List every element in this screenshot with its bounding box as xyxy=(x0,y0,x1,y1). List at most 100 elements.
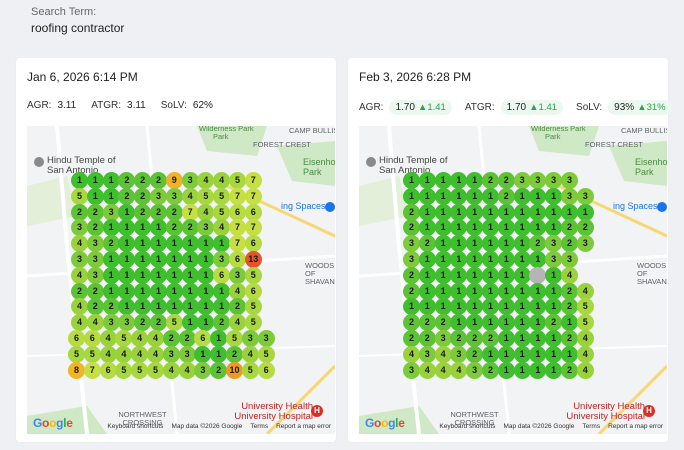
rank-dot[interactable]: 5 xyxy=(131,361,149,379)
rank-dot[interactable]: 1 xyxy=(150,219,167,237)
rank-dot[interactable]: 4 xyxy=(99,345,117,363)
rank-dot[interactable]: 1 xyxy=(213,282,231,300)
rank-dot[interactable]: 1 xyxy=(466,266,484,284)
rank-dot[interactable]: 2 xyxy=(150,203,167,221)
rank-dot[interactable]: 2 xyxy=(482,172,499,189)
rank-dot[interactable]: 2 xyxy=(134,203,152,221)
rank-dot[interactable]: 1 xyxy=(497,361,515,379)
rank-dot[interactable]: 2 xyxy=(150,314,167,332)
rank-dot[interactable]: 5 xyxy=(71,187,88,205)
rank-dot[interactable]: 5 xyxy=(213,203,231,221)
rank-dot[interactable]: 1 xyxy=(210,330,228,347)
rank-dot[interactable]: 1 xyxy=(482,345,499,363)
rank-dot[interactable]: 3 xyxy=(513,172,531,189)
rank-dot[interactable]: 1 xyxy=(118,235,136,253)
rank-dot[interactable]: 1 xyxy=(118,282,136,300)
rank-dot[interactable]: 2 xyxy=(403,330,420,347)
rank-dot[interactable]: 1 xyxy=(165,298,183,316)
rank-dot[interactable]: 2 xyxy=(450,330,468,347)
rank-dot[interactable]: 1 xyxy=(403,172,420,189)
rank-dot[interactable]: 4 xyxy=(576,282,594,300)
rank-dot[interactable]: 5 xyxy=(244,298,262,316)
rank-dot[interactable]: 3 xyxy=(403,251,420,268)
rank-dot[interactable]: 1 xyxy=(482,314,499,332)
rank-dot[interactable]: 3 xyxy=(450,345,468,363)
rank-dot[interactable]: 1 xyxy=(418,282,436,300)
rank-dot[interactable]: 1 xyxy=(482,235,499,253)
rank-dot[interactable]: 1 xyxy=(513,298,531,316)
rank-dot[interactable]: 2 xyxy=(86,219,104,237)
rank-dot[interactable]: 4 xyxy=(403,345,420,363)
rank-dot[interactable]: 6 xyxy=(244,203,262,221)
rank-dot[interactable]: 1 xyxy=(181,282,199,300)
rank-dot[interactable]: 1 xyxy=(102,266,120,284)
rank-dot[interactable]: 7 xyxy=(244,219,262,237)
rank-dot[interactable]: 2 xyxy=(561,219,578,237)
rank-dot[interactable]: 1 xyxy=(576,203,594,221)
rank-dot[interactable]: 2 xyxy=(226,345,243,363)
rank-dot[interactable]: 5 xyxy=(115,330,133,347)
rank-dot[interactable]: 1 xyxy=(102,282,120,300)
rank-dot[interactable]: 2 xyxy=(118,187,136,205)
rank-dot[interactable]: 3 xyxy=(165,187,183,205)
rank-dot[interactable]: 1 xyxy=(529,345,547,363)
rank-dot[interactable]: 5 xyxy=(165,314,183,332)
rank-dot[interactable]: 6 xyxy=(244,235,262,253)
rank-dot[interactable]: 10 xyxy=(226,361,243,379)
rank-dot[interactable]: 1 xyxy=(450,235,468,253)
rank-dot[interactable]: 3 xyxy=(86,235,104,253)
rank-dot[interactable]: 2 xyxy=(102,298,120,316)
rank-dot[interactable]: 6 xyxy=(99,361,117,379)
rank-dot[interactable]: 1 xyxy=(513,219,531,237)
rank-dot[interactable]: 1 xyxy=(561,203,578,221)
rank-dot[interactable]: 1 xyxy=(513,282,531,300)
rank-dot[interactable]: 1 xyxy=(150,298,167,316)
rank-dot[interactable]: 4 xyxy=(147,345,164,363)
rank-dot[interactable]: 2 xyxy=(181,219,199,237)
rank-dot[interactable]: 2 xyxy=(466,330,484,347)
rank-dot[interactable]: 2 xyxy=(86,203,104,221)
rank-dot[interactable]: 1 xyxy=(181,314,199,332)
rank-dot[interactable]: 1 xyxy=(102,251,120,268)
rank-dot[interactable]: 1 xyxy=(497,251,515,268)
rank-dot[interactable]: 1 xyxy=(197,298,215,316)
rank-dot[interactable]: 2 xyxy=(229,298,246,316)
rank-dot[interactable]: 4 xyxy=(147,330,164,347)
rank-dot[interactable]: 1 xyxy=(434,172,452,189)
rank-dot[interactable]: 2 xyxy=(213,314,231,332)
rank-dot[interactable]: 3 xyxy=(403,235,420,253)
rank-dot[interactable]: 1 xyxy=(71,172,88,189)
rank-dot[interactable]: 2 xyxy=(561,282,578,300)
rank-dot[interactable]: 6 xyxy=(229,203,246,221)
rank-dot[interactable]: 4 xyxy=(213,219,231,237)
rank-dot[interactable]: 2 xyxy=(86,298,104,316)
rank-dot[interactable]: 1 xyxy=(497,266,515,284)
rank-dot[interactable]: 4 xyxy=(450,361,468,379)
rank-dot[interactable]: 2 xyxy=(178,330,196,347)
rank-dot[interactable]: 1 xyxy=(466,187,484,205)
rank-dot[interactable]: 2 xyxy=(418,314,436,332)
rank-dot[interactable]: 1 xyxy=(497,203,515,221)
rank-dot[interactable]: 1 xyxy=(529,361,547,379)
rank-dot[interactable]: 3 xyxy=(197,219,215,237)
rank-dot[interactable]: 1 xyxy=(466,314,484,332)
rank-dot[interactable]: 4 xyxy=(197,172,215,189)
rank-dot[interactable]: 3 xyxy=(71,251,88,268)
rank-dot[interactable]: 2 xyxy=(529,235,547,253)
rank-dot[interactable]: 1 xyxy=(513,330,531,347)
rank-dot[interactable]: 2 xyxy=(561,235,578,253)
rank-dot[interactable]: 1 xyxy=(450,172,468,189)
rank-dot[interactable]: 5 xyxy=(68,345,85,363)
rank-dot[interactable]: 1 xyxy=(134,235,152,253)
rank-dot[interactable]: 1 xyxy=(466,219,484,237)
rank-dot[interactable]: 5 xyxy=(197,187,215,205)
rank-dot[interactable]: 4 xyxy=(561,266,578,284)
rank-dot[interactable]: 1 xyxy=(513,345,531,363)
rank-dot[interactable]: 5 xyxy=(83,345,101,363)
rank-dot[interactable]: 3 xyxy=(213,251,231,268)
rank-dot[interactable]: 1 xyxy=(450,314,468,332)
rank-dot[interactable]: 1 xyxy=(545,282,563,300)
rank-dot[interactable]: 1 xyxy=(466,298,484,316)
rank-dot[interactable]: 1 xyxy=(545,345,563,363)
rank-dot[interactable]: 1 xyxy=(497,298,515,316)
